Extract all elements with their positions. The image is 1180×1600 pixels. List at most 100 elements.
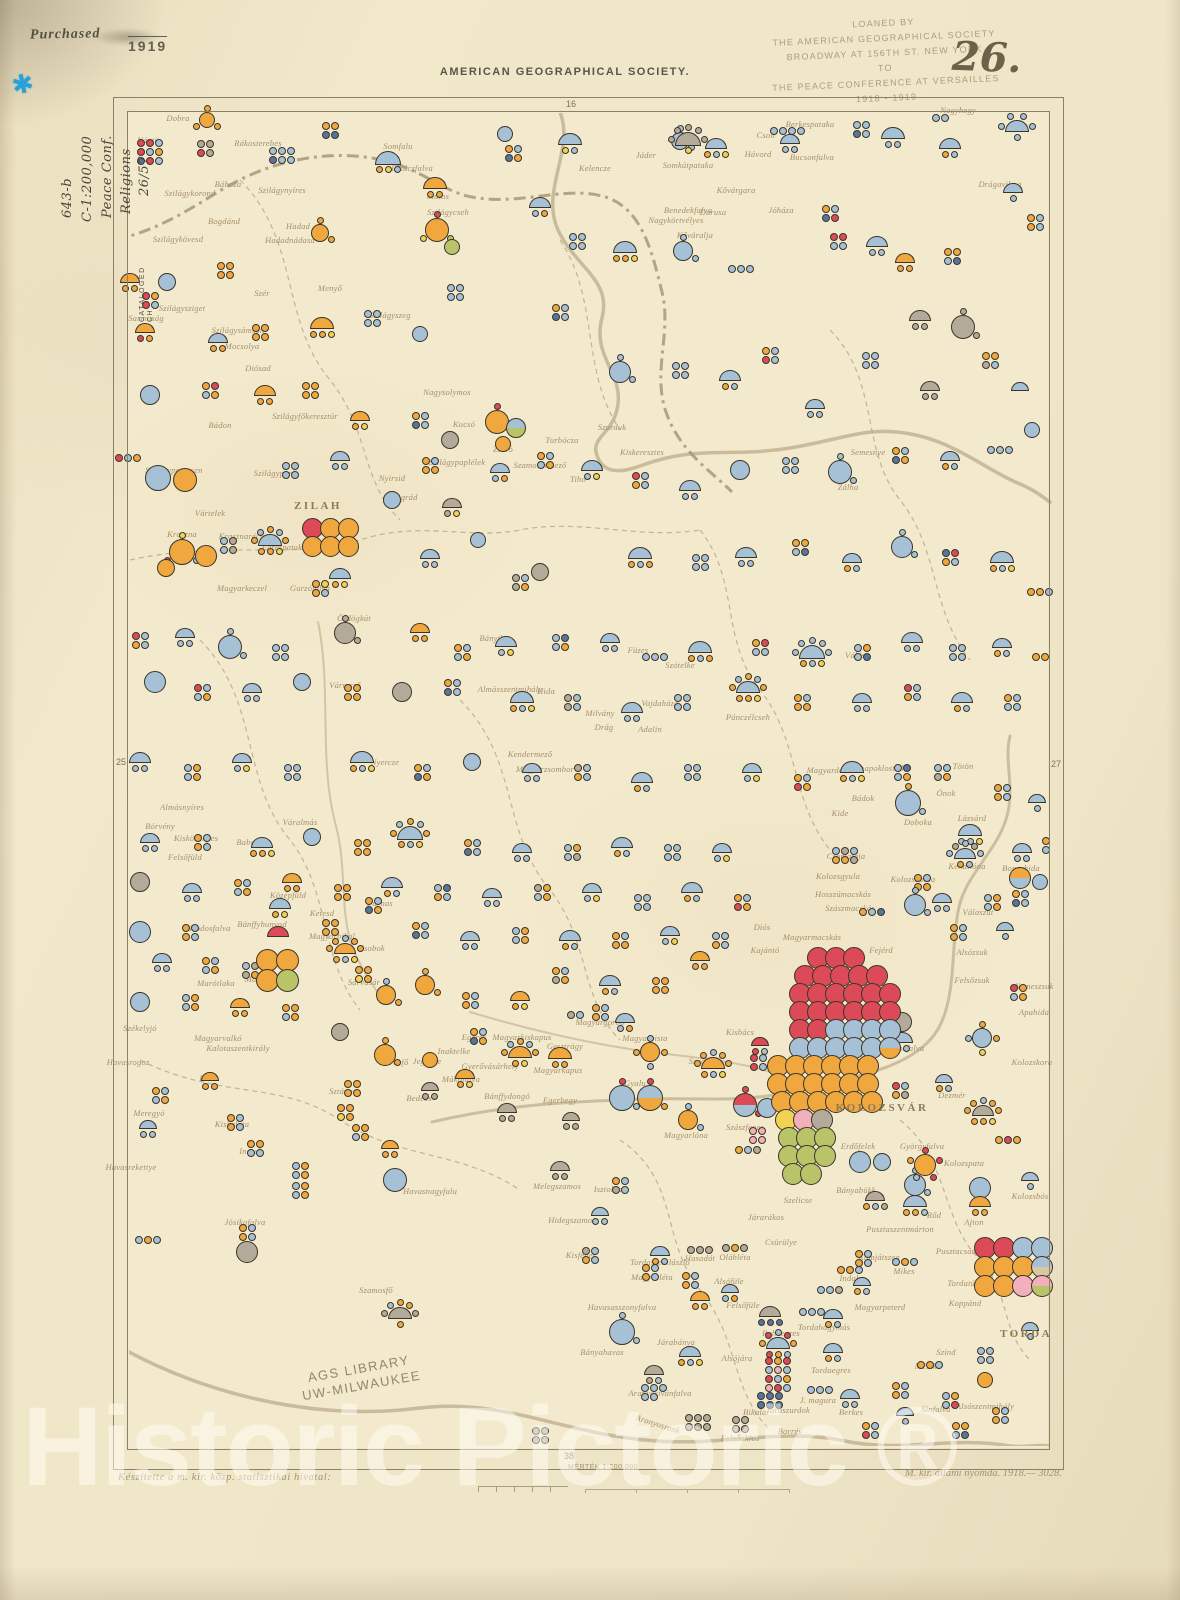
population-dot	[855, 1266, 863, 1274]
population-dot	[829, 232, 838, 241]
population-dot	[988, 1117, 996, 1125]
village-label: Berkes	[838, 1407, 864, 1417]
population-dot	[912, 1173, 920, 1181]
population-dot	[563, 852, 572, 861]
population-dot	[942, 772, 951, 781]
population-dot	[354, 974, 363, 983]
population-dot	[210, 390, 219, 399]
population-dot	[453, 643, 462, 652]
settlement-dome	[920, 380, 940, 392]
population-dot	[781, 456, 790, 465]
village-label: Somkútpataka	[662, 160, 714, 170]
population-dot	[238, 1223, 247, 1232]
population-dot	[281, 1012, 290, 1021]
population-dot	[562, 942, 569, 950]
village-label: Diósad	[245, 363, 271, 373]
population-dot	[862, 643, 871, 652]
settlement-dome	[992, 637, 1012, 649]
population-dot	[411, 921, 420, 930]
population-dot	[949, 923, 958, 932]
population-dot	[793, 782, 802, 791]
population-dot	[572, 843, 581, 852]
population-dot	[1002, 783, 1011, 792]
population-dot	[513, 153, 522, 162]
population-dot	[290, 1003, 299, 1012]
population-dot	[687, 654, 695, 662]
year-stamp: 1919	[128, 36, 168, 54]
population-dot	[900, 446, 909, 455]
settlement-dome	[842, 552, 862, 564]
population-dot	[633, 1337, 641, 1344]
population-dot	[957, 652, 966, 661]
population-dot	[825, 1354, 832, 1362]
population-dot	[930, 1173, 938, 1181]
settlement-dome	[628, 546, 652, 560]
village-label: Szilágykorond	[164, 188, 216, 198]
settlement-circle	[376, 985, 396, 1005]
population-dot	[532, 1049, 540, 1057]
settlement-dome	[1005, 119, 1029, 133]
village-label: Körösfő	[380, 1057, 409, 1067]
population-dot	[341, 934, 349, 942]
settlement-dome	[490, 462, 510, 474]
population-dot	[877, 908, 885, 916]
population-dot	[131, 640, 140, 649]
population-dot	[778, 127, 787, 135]
population-dot	[1020, 113, 1028, 121]
population-dot	[193, 122, 201, 130]
settlement-dome	[410, 622, 430, 634]
population-dot	[765, 1374, 773, 1383]
settlement-dome	[799, 645, 825, 659]
village-label: Isztolna	[593, 1184, 623, 1194]
population-dot	[527, 704, 535, 712]
population-dot	[287, 146, 295, 155]
population-dot	[931, 392, 938, 400]
village-label: Alsózsuk	[956, 947, 988, 957]
population-dot	[442, 892, 451, 901]
population-dot	[818, 640, 826, 648]
village-label: Benedekfalva	[663, 205, 713, 215]
population-dot	[992, 1034, 1000, 1042]
population-dot	[257, 397, 264, 405]
population-dot	[862, 652, 871, 661]
population-dot	[680, 361, 689, 370]
settlement-dome	[690, 950, 710, 962]
population-dot	[957, 643, 966, 652]
cataloged-line: CH	[147, 308, 154, 322]
population-dot	[979, 1096, 987, 1104]
settlement-dome	[423, 176, 447, 190]
population-dot	[1001, 932, 1009, 940]
settlement-dome	[350, 750, 374, 764]
village-label: Dezmér	[938, 1090, 966, 1100]
population-dot	[685, 1422, 693, 1431]
population-dot	[533, 892, 542, 901]
ink-smudge	[92, 28, 162, 46]
population-dot	[318, 330, 326, 338]
handwritten-note: 26/57	[137, 156, 152, 196]
population-dot	[920, 1208, 928, 1216]
population-dot	[545, 460, 554, 469]
population-dot	[903, 1044, 910, 1052]
population-dot	[160, 1095, 169, 1104]
population-dot	[1040, 653, 1049, 661]
settlement-circle	[169, 539, 195, 565]
settlement-circle	[157, 559, 175, 577]
village-label: Kisfenes	[565, 1250, 597, 1260]
village-label: Ónok	[936, 788, 956, 798]
settlement-dome	[780, 133, 800, 145]
village-label: J. magura	[799, 1395, 837, 1405]
population-dot	[269, 146, 277, 155]
population-dot	[350, 955, 358, 963]
village-label: Csürülye	[764, 1237, 798, 1247]
village-label: Komjátszeg	[858, 1252, 900, 1262]
settlement-circle	[506, 418, 526, 438]
settlement-dome	[350, 410, 370, 422]
population-dot	[950, 1391, 959, 1400]
population-dot	[572, 852, 581, 861]
population-dot	[137, 148, 145, 156]
population-dot	[1005, 446, 1013, 454]
population-dot	[737, 265, 745, 273]
settlement-dome	[242, 682, 262, 694]
population-dot	[233, 878, 242, 887]
population-dot	[978, 1020, 986, 1028]
